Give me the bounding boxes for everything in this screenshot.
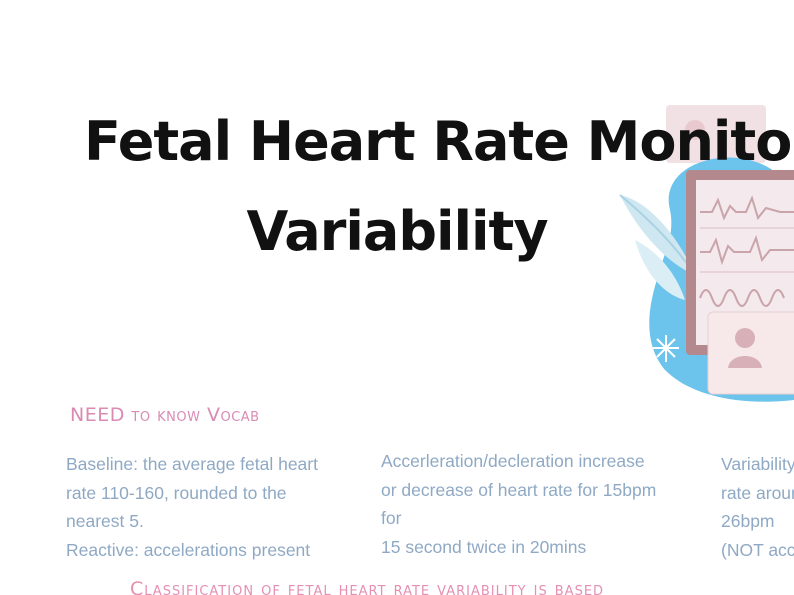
classification-heading: Classification of fetal heart rate varia… xyxy=(130,578,605,595)
vocab-line: 26bpm xyxy=(721,511,775,531)
vocab-line: rate 110-160, rounded to the xyxy=(66,482,287,503)
vocab-column-3: Variability rate around 26bpm (NOT accel xyxy=(721,450,794,564)
vocab-line: rate around xyxy=(721,482,794,503)
vocab-line: Reactive: accelerations present xyxy=(66,539,311,560)
vocab-line: Variability xyxy=(721,454,794,474)
vocab-column-2: Accerleration/decleration increase or de… xyxy=(381,447,656,561)
vocab-line: or decrease of heart rate for 15bpm xyxy=(381,479,657,500)
vocab-line: for xyxy=(381,508,402,528)
decorative-illustration xyxy=(619,105,794,402)
patient-card-icon xyxy=(707,311,794,395)
vocab-line: Accerleration/decleration increase xyxy=(381,451,645,471)
vocab-column-1: Baseline: the average fetal heart rate 1… xyxy=(66,450,318,564)
vocab-line: Baseline: the average fetal heart xyxy=(66,454,318,474)
page-title-line-1: Fetal Heart Rate Monitoring xyxy=(84,110,794,173)
vocab-heading: NEED to know Vocab xyxy=(70,404,260,426)
page-title-line-2: Variability xyxy=(246,200,548,263)
vocab-line: 15 second twice in 20mins xyxy=(381,536,587,557)
pink-note-icon xyxy=(666,105,766,163)
vocab-line: nearest 5. xyxy=(66,511,144,531)
sparkle-icon xyxy=(653,335,679,362)
vocab-line: (NOT accel xyxy=(721,539,794,560)
